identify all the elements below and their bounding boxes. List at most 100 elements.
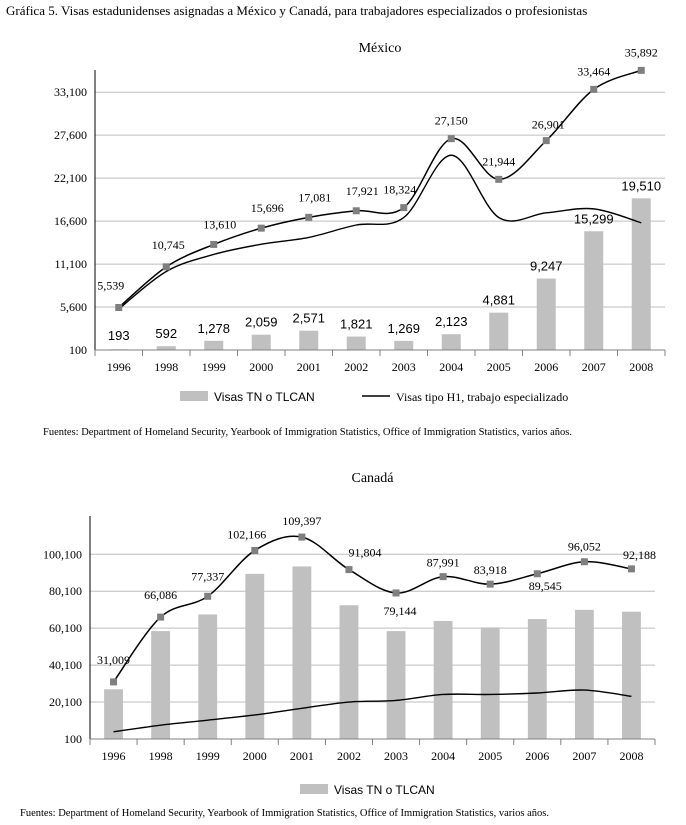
- canada-total-label: 77,337: [191, 569, 224, 583]
- canada-bar-1999: [198, 614, 218, 739]
- mexico-bar-label: 15,299: [574, 211, 614, 226]
- mexico-bar-1999: [204, 340, 224, 350]
- canada-h1-line: [113, 689, 632, 733]
- canada-bar-1998: [151, 631, 171, 739]
- mexico-bar-2002: [346, 336, 366, 350]
- mexico-bar-label: 9,247: [530, 259, 563, 274]
- canada-total-label: 31,009: [97, 653, 130, 667]
- canada-y-tick-label: 80,100: [49, 584, 82, 598]
- canada-y-tick-label: 20,100: [49, 695, 82, 709]
- mexico-x-tick-label: 2001: [297, 360, 321, 374]
- canada-x-tick-label: 2004: [431, 749, 455, 763]
- canada-marker-2006: [533, 570, 541, 578]
- canada-bar-2000: [245, 573, 265, 739]
- mexico-total-label: 17,921: [346, 184, 379, 198]
- mexico-bar-label: 592: [155, 326, 177, 341]
- canada-marker-2007: [580, 558, 588, 566]
- canada-total-label: 96,052: [568, 540, 601, 554]
- mexico-x-tick-label: 2002: [344, 360, 368, 374]
- canada-total-label: 91,804: [348, 546, 381, 560]
- mexico-marker-2001: [305, 213, 313, 221]
- canada-legend-label: Visas TN o TLCAN: [334, 783, 435, 797]
- mexico-marker-2008: [637, 66, 645, 74]
- canada-total-label: 92,188: [623, 548, 656, 562]
- mexico-bar-2001: [299, 330, 319, 350]
- canada-total-label: 83,918: [474, 563, 507, 577]
- canada-x-tick-label: 2007: [572, 749, 596, 763]
- chart-mexico: México 100 5,600 11,100 16,600 22,100 27,600 33…: [54, 41, 666, 404]
- canada-y-tick-label: 60,100: [49, 621, 82, 635]
- canada-x-tick-label: 1996: [102, 749, 126, 763]
- source-note-mexico: Fuentes: Department of Homeland Security…: [43, 427, 572, 438]
- mexico-bar-label: 4,881: [482, 293, 515, 308]
- mexico-total-label: 15,696: [251, 201, 284, 215]
- mexico-y-tick-label: 27,600: [54, 128, 87, 142]
- canada-x-tick-label: 2008: [619, 749, 643, 763]
- canada-x-tick-label: 2005: [478, 749, 502, 763]
- mexico-bar-1998: [156, 346, 176, 350]
- mexico-total-label: 17,081: [298, 190, 331, 204]
- mexico-y-tick-label: 100: [69, 343, 87, 357]
- canada-bar-2006: [527, 619, 547, 739]
- mexico-marker-2007: [590, 85, 598, 93]
- mexico-y-tick-label: 33,100: [54, 85, 87, 99]
- canada-marker-2003: [392, 589, 400, 597]
- canada-bar-2008: [622, 611, 641, 739]
- mexico-total-label: 35,892: [625, 45, 658, 59]
- mexico-marker-2006: [542, 137, 550, 145]
- mexico-bar-2006: [536, 278, 556, 350]
- mexico-bar-label: 193: [108, 328, 130, 343]
- mexico-x-tick-label: 2008: [629, 360, 653, 374]
- mexico-bar-label: 2,571: [292, 311, 325, 326]
- canada-bar-2003: [386, 631, 406, 739]
- mexico-marker-1998: [162, 263, 170, 271]
- source-note-canada: Fuentes: Department of Homeland Security…: [20, 808, 549, 819]
- canada-bar-2004: [433, 620, 453, 739]
- canada-x-tick-label: 2003: [384, 749, 408, 763]
- canada-bar-2002: [339, 605, 359, 739]
- mexico-bar-label: 2,059: [245, 315, 278, 330]
- canada-x-tick-label: 1998: [149, 749, 173, 763]
- canada-x-tick-label: 2006: [525, 749, 549, 763]
- mexico-total-label: 18,324: [383, 183, 416, 197]
- mexico-marker-2004: [447, 135, 455, 143]
- mexico-legend-label: Visas tipo H1, trabajo especializado: [396, 390, 568, 404]
- mexico-x-tick-label: 2005: [487, 360, 511, 374]
- canada-x-tick-label: 1999: [196, 749, 220, 763]
- canada-y-tick-label: 100,100: [43, 547, 82, 561]
- canada-x-tick-label: 2001: [290, 749, 314, 763]
- canada-total-label: 66,086: [144, 588, 177, 602]
- mexico-marker-2002: [352, 207, 360, 215]
- mexico-bar-2008: [631, 198, 651, 350]
- canada-bar-2007: [574, 609, 594, 739]
- mexico-x-tick-label: 2007: [582, 360, 606, 374]
- mexico-legend-bar-swatch: [180, 391, 208, 401]
- canada-marker-1999: [204, 592, 212, 600]
- canada-marker-1996: [110, 678, 118, 686]
- mexico-x-tick-label: 2006: [534, 360, 558, 374]
- canada-marker-2002: [345, 566, 353, 574]
- canada-marker-2001: [298, 533, 306, 541]
- canada-x-tick-label: 2000: [243, 749, 267, 763]
- canada-total-label: 87,991: [427, 556, 460, 570]
- figure-title: Gráfica 5. Visas estadunidenses asignada…: [6, 3, 588, 18]
- mexico-bar-label: 1,278: [197, 321, 230, 336]
- canada-bar-2005: [480, 627, 500, 739]
- mexico-bar-2004: [441, 334, 461, 350]
- mexico-x-tick-label: 1996: [107, 360, 131, 374]
- mexico-bar-label: 1,821: [340, 317, 373, 332]
- mexico-x-tick-label: 2003: [392, 360, 416, 374]
- mexico-marker-2005: [495, 175, 503, 183]
- mexico-bar-label: 2,123: [435, 314, 468, 329]
- mexico-x-tick-label: 2000: [249, 360, 273, 374]
- mexico-chart-title: México: [359, 41, 402, 56]
- mexico-y-tick-label: 22,100: [54, 171, 87, 185]
- canada-legend-bar-swatch: [300, 784, 328, 794]
- canada-total-label: 109,397: [282, 514, 321, 528]
- canada-marker-2000: [251, 546, 259, 554]
- mexico-bar-2007: [584, 231, 604, 350]
- mexico-marker-2000: [257, 224, 265, 232]
- mexico-bar-2005: [489, 312, 509, 350]
- canada-marker-2004: [439, 573, 447, 581]
